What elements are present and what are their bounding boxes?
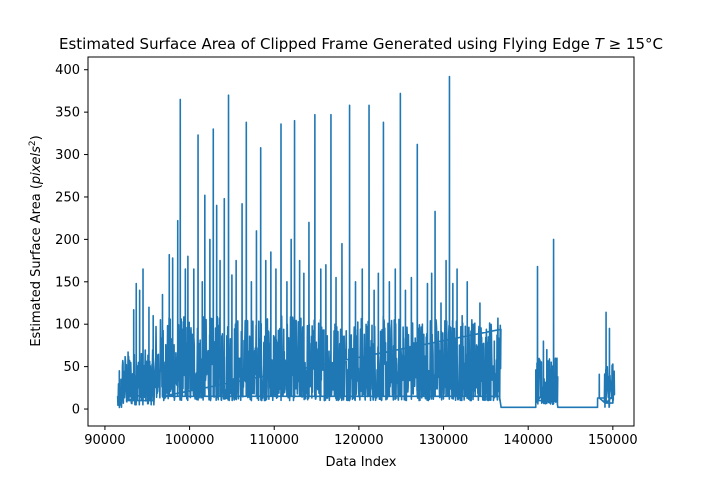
y-tick-label: 350 [55,106,80,121]
y-axis-label-suffix: ) [29,135,44,140]
x-tick-label: 150000 [588,433,638,448]
y-tick-label: 100 [55,318,80,333]
plot-frame [87,56,635,427]
chart-title: Estimated Surface Area of Clipped Frame … [59,35,663,53]
y-axis-label-superscript: 2 [28,140,38,146]
x-tick-label: 120000 [334,433,384,448]
x-tick-label: 130000 [419,433,469,448]
plot-area [116,75,616,409]
x-tick-label: 140000 [503,433,553,448]
y-tick-label: 0 [72,403,80,418]
series-line [116,75,616,409]
chart-title-suffix: ≥ 15°C [604,35,663,53]
chart-title-variable: T [595,35,606,53]
y-axis-label-unit: pixels [29,146,44,185]
y-tick-label: 400 [55,63,80,78]
y-axis-label-prefix: Estimated Surface Area ( [29,184,44,347]
y-axis: 0 50 100 150 200 250 300 350 400 [55,63,88,418]
chart-title-prefix: Estimated Surface Area of Clipped Frame … [59,35,595,53]
x-axis: 90000 100000 110000 120000 130000 140000 15000… [84,426,638,448]
x-tick-label: 110000 [249,433,299,448]
x-tick-label: 100000 [165,433,215,448]
y-axis-label: Estimated Surface Area (pixels2) [28,135,44,346]
y-tick-label: 300 [55,148,80,163]
y-tick-label: 50 [63,360,80,375]
y-tick-label: 250 [55,190,80,205]
y-tick-label: 200 [55,233,80,248]
y-tick-label: 150 [55,275,80,290]
x-tick-label: 90000 [84,433,125,448]
x-axis-label: Data Index [326,455,397,470]
